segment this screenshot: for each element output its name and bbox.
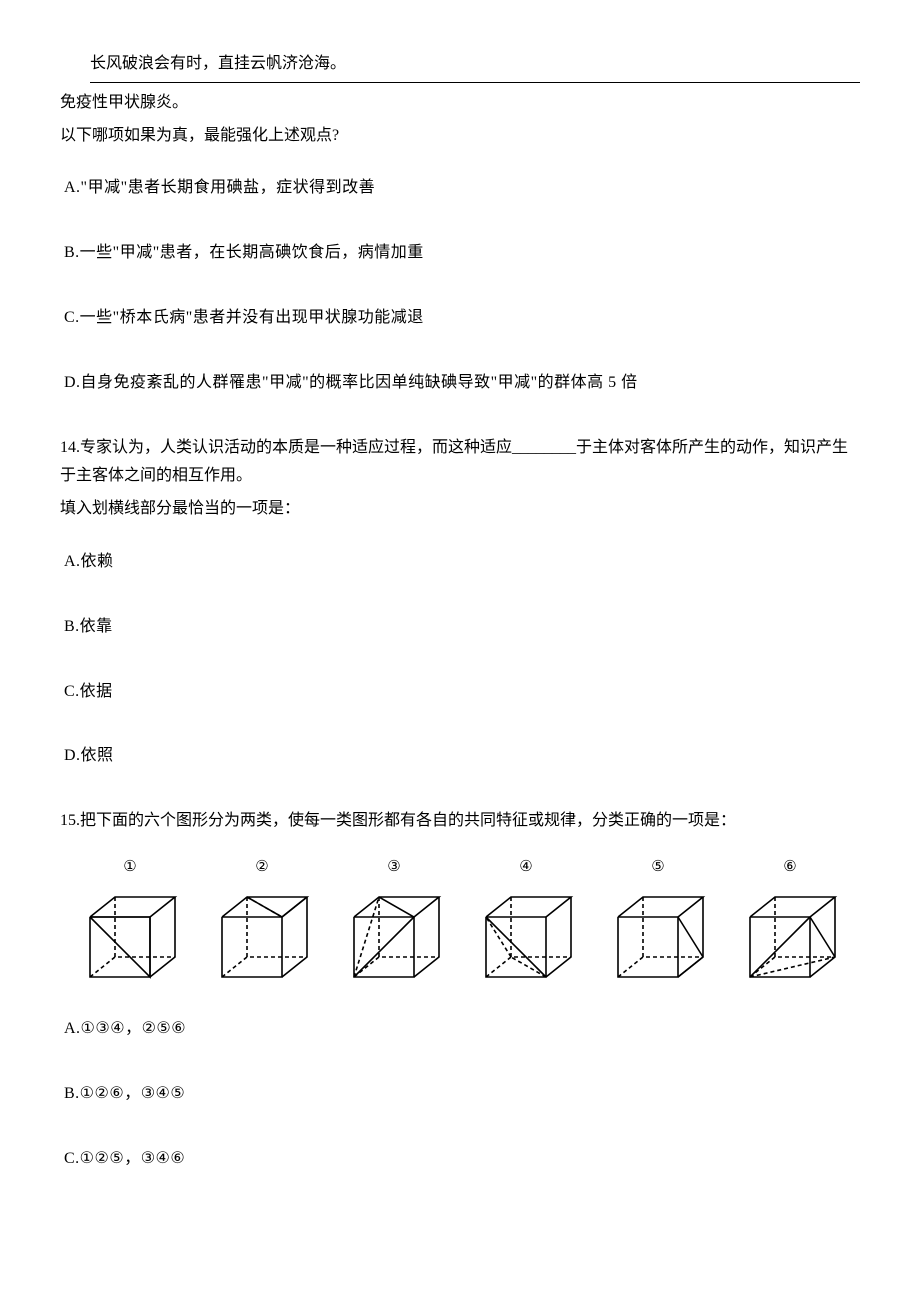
q15-figure-1-svg bbox=[80, 887, 180, 987]
q14-option-d: D.依照 bbox=[64, 742, 860, 771]
q15-figure-2: ② bbox=[202, 854, 322, 987]
q13-option-a: A."甲减"患者长期食用碘盐，症状得到改善 bbox=[64, 174, 860, 203]
q13-prompt: 以下哪项如果为真，最能强化上述观点? bbox=[60, 122, 860, 151]
q15-figure-2-label: ② bbox=[255, 854, 268, 881]
q14-option-c: C.依据 bbox=[64, 678, 860, 707]
q14-option-a: A.依赖 bbox=[64, 548, 860, 577]
q13-option-d: D.自身免疫紊乱的人群罹患"甲减"的概率比因单纯缺碘导致"甲减"的群体高 5 倍 bbox=[64, 369, 860, 398]
q15-figure-3: ③ bbox=[334, 854, 454, 987]
q15-figure-4-svg bbox=[476, 887, 576, 987]
q14-instruction: 填入划横线部分最恰当的一项是： bbox=[60, 495, 860, 524]
q15-figure-5: ⑤ bbox=[598, 854, 718, 987]
q15-option-b: B.①②⑥，③④⑤ bbox=[64, 1080, 860, 1109]
q15-figure-6-svg bbox=[740, 887, 840, 987]
q14-stem: 14.专家认为，人类认识活动的本质是一种适应过程，而这种适应________于主… bbox=[60, 434, 860, 492]
q15-figure-4-label: ④ bbox=[519, 854, 532, 881]
q15-figure-1-label: ① bbox=[123, 854, 136, 881]
page-header-motto: 长风破浪会有时，直挂云帆济沧海。 bbox=[90, 50, 860, 83]
q13-option-b: B.一些"甲减"患者，在长期高碘饮食后，病情加重 bbox=[64, 239, 860, 268]
q15-figure-3-svg bbox=[344, 887, 444, 987]
q15-figure-6: ⑥ bbox=[730, 854, 850, 987]
q15-figure-6-label: ⑥ bbox=[783, 854, 796, 881]
q13-passage: 免疫性甲状腺炎。 bbox=[60, 89, 860, 118]
q15-option-a: A.①③④，②⑤⑥ bbox=[64, 1015, 860, 1044]
q13-option-c: C.一些"桥本氏病"患者并没有出现甲状腺功能减退 bbox=[64, 304, 860, 333]
q15-figure-5-svg bbox=[608, 887, 708, 987]
q15-figure-3-label: ③ bbox=[387, 854, 400, 881]
q15-figure-1: ① bbox=[70, 854, 190, 987]
q15-option-c: C.①②⑤，③④⑥ bbox=[64, 1145, 860, 1174]
q14-option-b: B.依靠 bbox=[64, 613, 860, 642]
q15-figure-2-svg bbox=[212, 887, 312, 987]
q15-figure-row: ① ② bbox=[70, 854, 850, 987]
q15-stem: 15.把下面的六个图形分为两类，使每一类图形都有各自的共同特征或规律，分类正确的… bbox=[60, 807, 860, 836]
q15-figure-4: ④ bbox=[466, 854, 586, 987]
q15-figure-5-label: ⑤ bbox=[651, 854, 664, 881]
